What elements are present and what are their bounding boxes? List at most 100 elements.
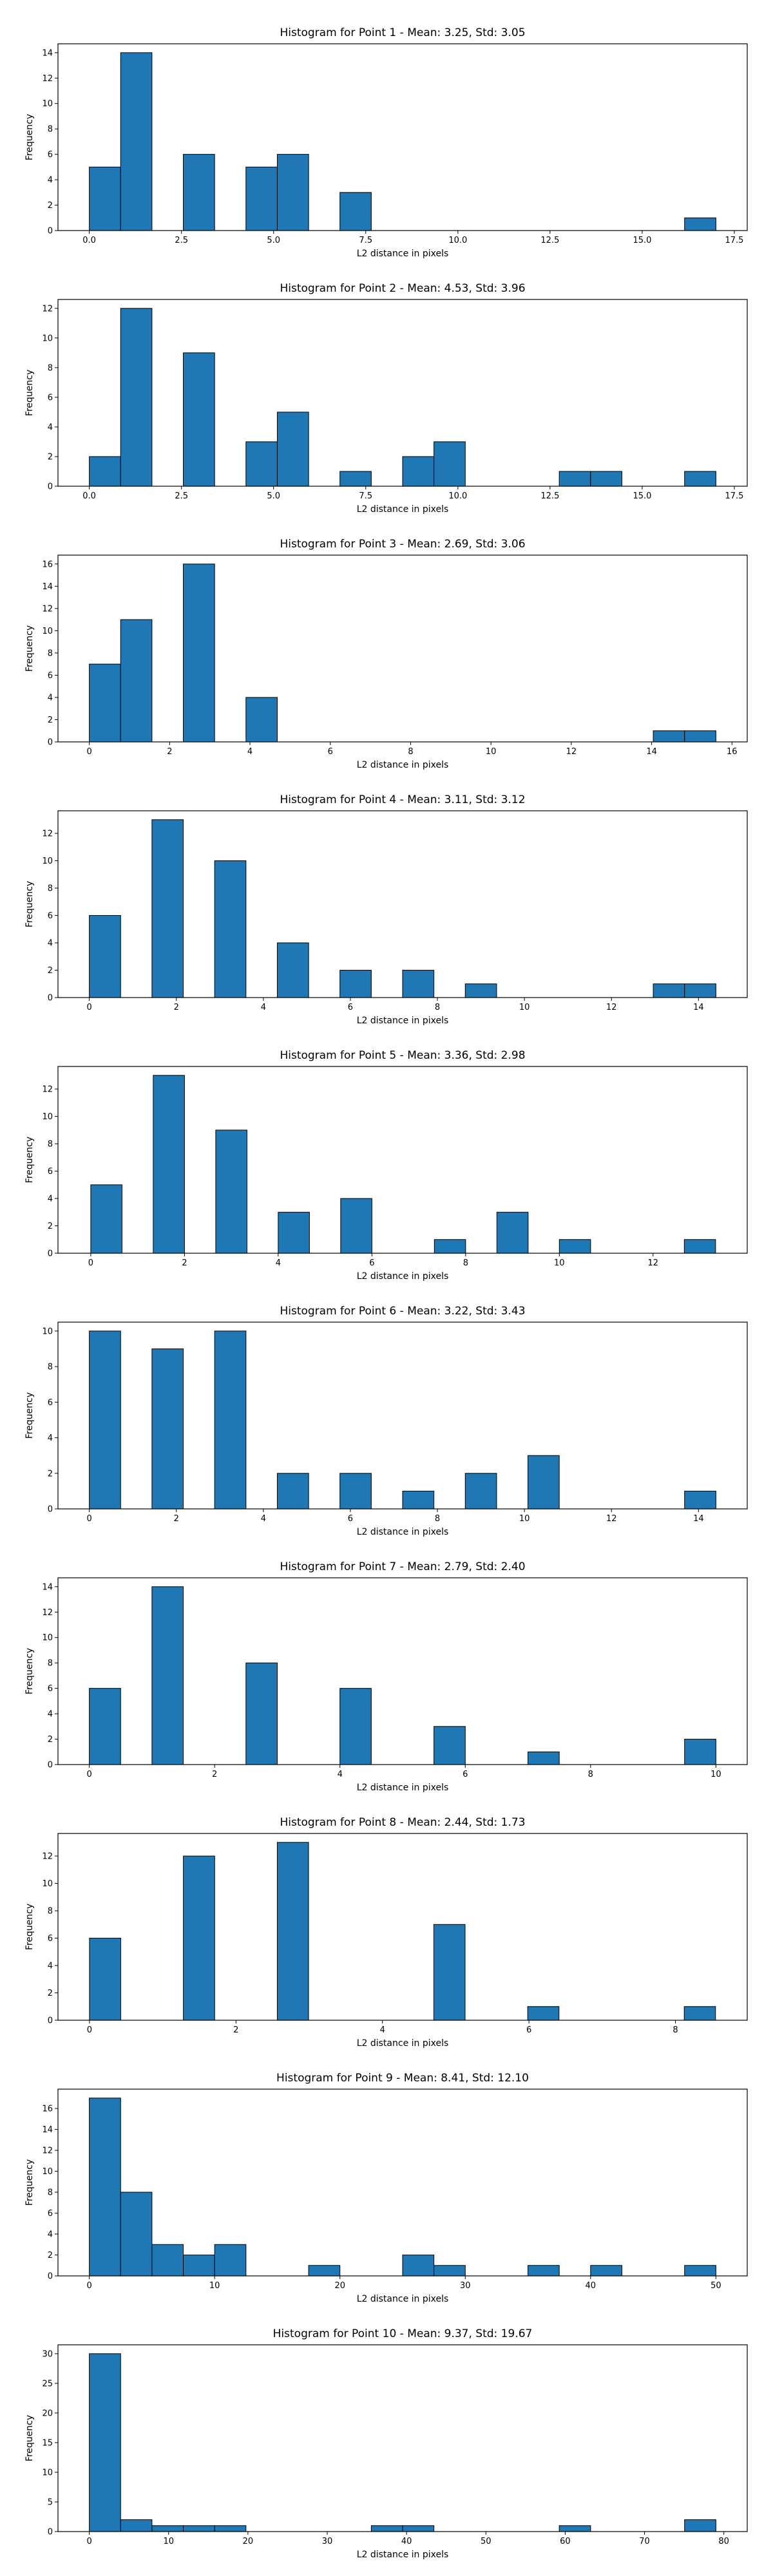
- x-tick-label: 10.0: [448, 236, 467, 245]
- histogram-bar: [339, 1688, 372, 1765]
- histogram-bar: [183, 2525, 215, 2532]
- histogram-bar: [464, 1473, 497, 1510]
- x-tick-label: 2.5: [175, 491, 188, 501]
- y-tick-label: 14: [42, 1582, 53, 1592]
- y-tick-label: 8: [48, 363, 53, 373]
- x-tick-label: 50: [481, 2537, 491, 2546]
- y-tick-label: 10: [42, 1879, 53, 1889]
- y-tick-label: 2: [48, 1469, 53, 1479]
- histogram-bar: [214, 1331, 247, 1510]
- x-tick-label: 12: [566, 747, 577, 757]
- histogram-bar: [245, 697, 278, 743]
- histogram-bar: [245, 166, 278, 231]
- y-tick-label: 8: [48, 1363, 53, 1372]
- x-tick-label: 10: [519, 1514, 530, 1524]
- x-tick-label: 0: [86, 2281, 91, 2291]
- x-tick-label: 14: [646, 747, 657, 757]
- x-tick-label: 12.5: [540, 236, 559, 245]
- histogram-bar: [151, 1586, 184, 1765]
- y-tick-label: 10: [42, 1327, 53, 1336]
- histogram-bar: [153, 1075, 185, 1254]
- histogram-bar: [434, 1726, 466, 1765]
- y-tick-label: 16: [42, 2105, 53, 2114]
- x-tick-label: 2: [233, 2025, 238, 2035]
- histogram-panel-8: Histogram for Point 8 - Mean: 2.44, Std:…: [24, 1816, 748, 2049]
- x-tick-label: 2: [174, 1514, 179, 1524]
- y-tick-label: 6: [48, 1684, 53, 1694]
- histogram-bar: [684, 1739, 716, 1765]
- histogram-bar: [215, 1130, 247, 1254]
- y-tick-label: 30: [42, 2349, 53, 2359]
- histogram-bar: [276, 942, 309, 998]
- y-tick-label: 8: [48, 1140, 53, 1150]
- histogram-bar: [89, 915, 121, 998]
- y-tick-label: 12: [42, 1608, 53, 1618]
- y-tick-label: 8: [48, 1907, 53, 1917]
- x-tick-label: 30: [460, 2281, 471, 2291]
- x-tick-label: 8: [435, 1003, 440, 1012]
- y-axis-label: Frequency: [24, 2159, 35, 2206]
- x-tick-label: 6: [369, 1258, 374, 1268]
- histogram-panel-10: Histogram for Point 10 - Mean: 9.37, Std…: [24, 2327, 748, 2560]
- x-tick-label: 10: [163, 2537, 174, 2546]
- x-axis-label: L2 distance in pixels: [357, 1527, 449, 1537]
- plot-frame: [57, 1833, 748, 2021]
- histogram-bar: [183, 1855, 215, 2021]
- y-tick-label: 8: [48, 649, 53, 658]
- histogram-bar: [684, 471, 716, 487]
- histogram-bar: [151, 1348, 184, 1510]
- histogram-bar: [558, 1239, 591, 1254]
- y-tick-label: 10: [42, 2468, 53, 2477]
- y-axis-label: Frequency: [24, 114, 35, 160]
- plot-frame: [57, 43, 748, 231]
- y-tick-label: 2: [48, 452, 53, 462]
- histogram-bar: [339, 192, 372, 231]
- plot-frame: [57, 1066, 748, 1254]
- x-tick-label: 2: [174, 1003, 179, 1012]
- x-tick-label: 0: [88, 1258, 93, 1268]
- x-tick-label: 6: [526, 2025, 531, 2035]
- y-tick-label: 6: [48, 150, 53, 160]
- histogram-bar: [340, 1198, 372, 1254]
- histogram-bar: [214, 2525, 247, 2532]
- plot-frame: [57, 1321, 748, 1510]
- y-tick-label: 0: [48, 2272, 53, 2282]
- chart-title: Histogram for Point 2 - Mean: 4.53, Std:…: [280, 282, 525, 295]
- y-tick-label: 4: [48, 1710, 53, 1719]
- histogram-bar: [89, 456, 121, 487]
- y-axis-label: Frequency: [24, 1137, 35, 1183]
- x-tick-label: 17.5: [725, 491, 743, 501]
- histogram-panel-5: Histogram for Point 5 - Mean: 3.36, Std:…: [24, 1049, 748, 1282]
- x-tick-label: 10: [519, 1003, 530, 1012]
- x-tick-label: 40: [586, 2281, 596, 2291]
- y-tick-label: 8: [48, 125, 53, 135]
- y-tick-label: 10: [42, 627, 53, 636]
- x-tick-label: 8: [588, 1770, 593, 1779]
- y-tick-label: 0: [48, 482, 53, 492]
- chart-title: Histogram for Point 5 - Mean: 3.36, Std:…: [280, 1049, 525, 1062]
- y-tick-label: 6: [48, 1398, 53, 1408]
- x-tick-label: 6: [348, 1003, 353, 1012]
- y-tick-label: 8: [48, 884, 53, 894]
- x-tick-label: 2.5: [175, 236, 188, 245]
- x-tick-label: 2: [167, 747, 172, 757]
- x-axis-label: L2 distance in pixels: [357, 760, 449, 770]
- y-tick-label: 14: [42, 582, 53, 592]
- x-tick-label: 0: [86, 747, 91, 757]
- x-tick-label: 4: [261, 1514, 266, 1524]
- x-tick-label: 12: [648, 1258, 659, 1268]
- histogram-bar: [276, 1842, 309, 2021]
- x-tick-label: 4: [261, 1003, 266, 1012]
- histogram-bar: [683, 1239, 716, 1254]
- x-tick-label: 0: [86, 1770, 91, 1779]
- x-tick-label: 0: [86, 1514, 91, 1524]
- y-tick-label: 12: [42, 604, 53, 614]
- histogram-bar: [434, 2265, 466, 2277]
- histogram-bar: [684, 217, 716, 231]
- histogram-panel-3: Histogram for Point 3 - Mean: 2.69, Std:…: [24, 538, 748, 770]
- histogram-bar: [370, 2525, 403, 2532]
- histogram-bar: [683, 2006, 716, 2021]
- y-tick-label: 4: [48, 1962, 53, 1971]
- x-tick-label: 6: [463, 1770, 468, 1779]
- y-tick-label: 5: [48, 2497, 53, 2507]
